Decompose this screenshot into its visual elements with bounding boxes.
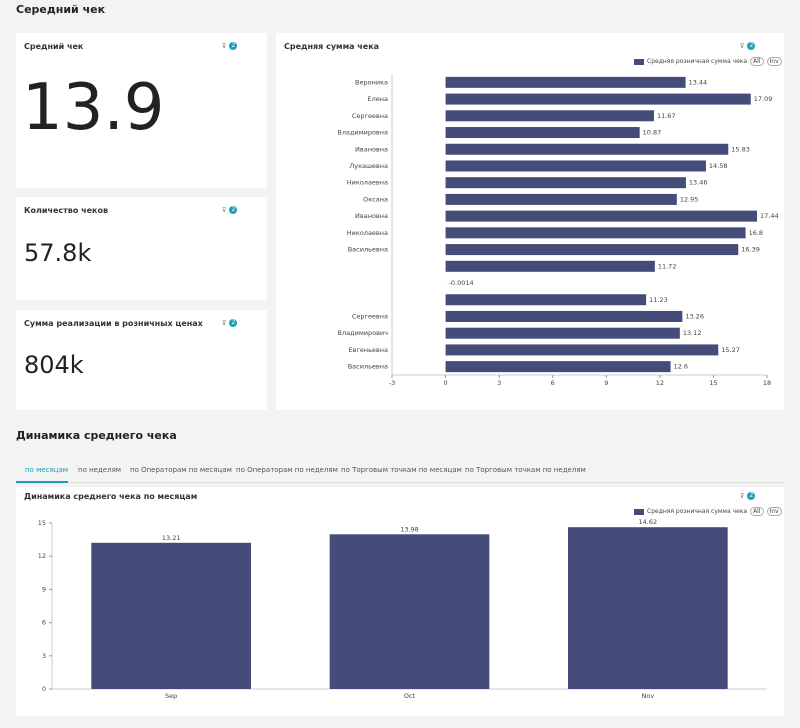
kpi-title: Количество чеков <box>24 206 109 215</box>
legend-swatch <box>634 58 644 65</box>
kpi-value: 13.9 <box>22 71 165 145</box>
kpi-card: Средний чек ⊽ 2 13.9 <box>16 33 267 188</box>
legend-button[interactable]: All <box>750 57 764 66</box>
tab[interactable]: по неделям <box>78 466 122 474</box>
legend: Средняя розничная сумма чека All Inv <box>634 57 782 66</box>
legend-label[interactable]: Средняя розничная сумма чека <box>647 58 748 65</box>
tab[interactable]: по Операторам по месяцам <box>130 466 232 474</box>
tab[interactable]: по Торговым точкам по неделям <box>465 466 586 474</box>
legend-label[interactable]: Средняя розничная сумма чека <box>647 508 748 515</box>
tab-divider <box>16 482 784 483</box>
filter-count: 2 <box>747 492 756 500</box>
filter-count: 2 <box>229 319 238 327</box>
legend-swatch <box>634 508 644 515</box>
filter-count: 2 <box>229 42 238 50</box>
filter-count: 2 <box>229 206 238 214</box>
tab[interactable]: по Операторам по неделям <box>236 466 338 474</box>
filter-badge[interactable]: ⊽ 2 <box>222 319 238 327</box>
chart-card: Динамика среднего чека по месяцам ⊽ 2 Сре… <box>16 487 784 716</box>
kpi-value: 57.8k <box>24 239 92 267</box>
kpi-card: Сумма реализации в розничных ценах ⊽ 2 80… <box>16 310 267 410</box>
chart-card: Средняя сумма чека ⊽ 2 Средняя розничная … <box>276 33 784 410</box>
filter-count: 2 <box>747 42 756 50</box>
legend-button[interactable]: Inv <box>766 507 782 516</box>
filter-badge[interactable]: ⊽ 2 <box>222 42 238 50</box>
section-title: Середний чек <box>16 3 106 16</box>
filter-badge[interactable]: ⊽ 2 <box>222 206 238 214</box>
kpi-card: Количество чеков ⊽ 2 57.8k <box>16 197 267 300</box>
legend: Средняя розничная сумма чека All Inv <box>634 507 782 516</box>
filter-badge[interactable]: ⊽ 2 <box>740 42 756 50</box>
active-tab-indicator <box>16 481 68 483</box>
kpi-value: 804k <box>24 351 84 379</box>
chart-title: Динамика среднего чека по месяцам <box>24 492 198 501</box>
kpi-title: Средний чек <box>24 42 84 51</box>
section-title: Динамика среднего чека <box>16 429 177 442</box>
tab[interactable]: по Торговым точкам по месяцам <box>341 466 462 474</box>
tab[interactable]: по месяцам <box>25 466 69 474</box>
kpi-title: Сумма реализации в розничных ценах <box>24 319 203 328</box>
filter-badge[interactable]: ⊽ 2 <box>740 492 756 500</box>
legend-button[interactable]: All <box>750 507 764 516</box>
legend-button[interactable]: Inv <box>766 57 782 66</box>
chart-title: Средняя сумма чека <box>284 42 380 51</box>
